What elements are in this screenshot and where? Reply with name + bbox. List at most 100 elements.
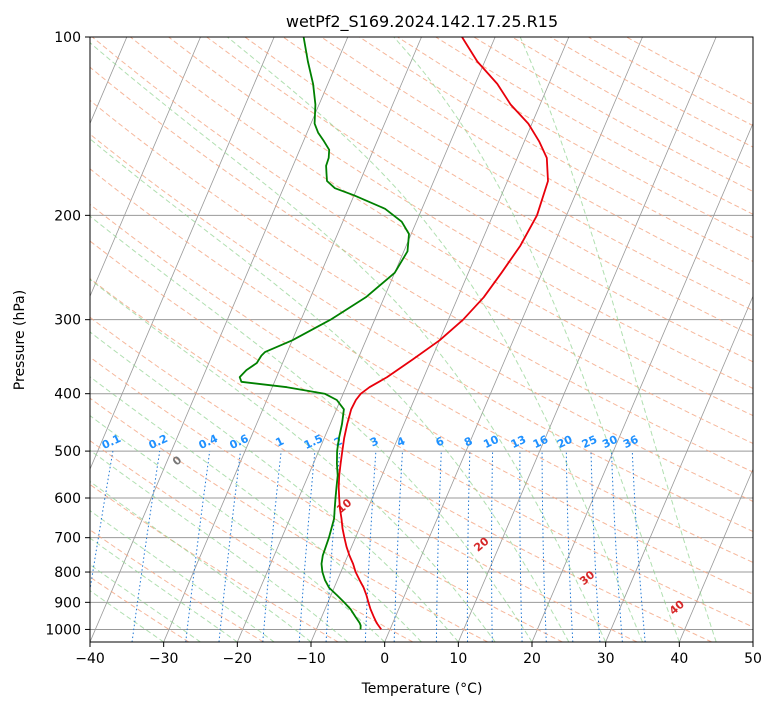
moist-adiabat-line (90, 331, 459, 642)
mixing-ratio-label: 0.1 (100, 432, 123, 452)
dry-adiabat-line (90, 278, 712, 642)
mixing-ratio-line (491, 451, 494, 642)
x-tick-label: −20 (223, 651, 253, 667)
mixing-ratio-label: 20 (555, 433, 575, 451)
moist-adiabat-line (227, 37, 643, 642)
x-tick-label: 30 (597, 651, 615, 667)
mixing-ratio-label: 6 (434, 434, 447, 449)
dry-adiabat-line (90, 66, 753, 473)
mixing-ratio-label: 25 (580, 433, 599, 451)
moist-adiabat-line (90, 215, 533, 642)
mixing-ratio-line (185, 451, 211, 642)
mixing-ratio-line (631, 451, 646, 642)
mixing-ratio-label: 10 (481, 433, 501, 451)
dry-adiabat-line (206, 37, 753, 363)
dry-adiabat-line (90, 316, 638, 642)
y-tick-label: 800 (54, 565, 81, 581)
sounding-profiles (238, 37, 549, 630)
isotherm-line (384, 37, 643, 642)
y-tick-label: 700 (54, 531, 81, 547)
moist-adiabat-line (90, 564, 201, 642)
x-tick-label: 50 (744, 651, 762, 667)
mixing-ratio-line (262, 451, 282, 642)
mixing-ratio-label: 13 (509, 433, 528, 451)
isotherm-line (90, 37, 275, 471)
dry-adiabat-line (91, 37, 753, 445)
x-tick-label: 40 (670, 651, 688, 667)
isotherm-line (605, 295, 753, 642)
x-tick-label: 0 (380, 651, 389, 667)
axis-ticks: −40 −30 −20 −10 0 10 20 30 40 5010020030040050060… (45, 30, 762, 667)
dry-adiabat-line (588, 37, 753, 127)
moist-adiabat-label: 30 (577, 568, 597, 588)
moist-adiabat-line (90, 278, 496, 642)
dry-adiabat-line (282, 37, 753, 312)
y-tick-label: 300 (54, 313, 81, 329)
mixing-ratio-line (90, 451, 114, 593)
isotherm-line (90, 37, 349, 642)
isotherm-line (90, 37, 201, 298)
mixing-ratio-label: 8 (462, 434, 474, 449)
mixing-ratio-line (565, 451, 574, 642)
isotherm-line (678, 468, 753, 642)
dry-adiabat-line (244, 37, 753, 337)
dry-adiabat-line (90, 240, 753, 628)
mixing-ratio-line (298, 451, 316, 642)
mixing-ratio-label: 3 (368, 434, 380, 449)
x-tick-label: −10 (296, 651, 326, 667)
y-tick-label: 600 (54, 491, 81, 507)
mixing-ratio-line (218, 451, 241, 642)
x-tick-label: −30 (149, 651, 179, 667)
moist-adiabat-line (90, 537, 238, 642)
y-axis-label: Pressure (hPa) (12, 290, 28, 390)
dry-adiabat-line (90, 356, 563, 642)
dry-adiabat-line (511, 37, 753, 170)
moist-adiabat-label: 40 (667, 597, 687, 617)
isotherm-line (236, 37, 496, 642)
moist-adiabat-line (90, 509, 275, 642)
x-axis-label: Temperature (°C) (361, 681, 483, 697)
y-tick-label: 1000 (45, 622, 81, 638)
mixing-ratio-label: 4 (395, 434, 408, 449)
moist-adiabat-label: 10 (334, 496, 354, 516)
mixing-ratio-label: 0.2 (147, 432, 170, 452)
mixing-ratio-label: 0.6 (227, 432, 250, 452)
line-labels: −100−90−80−70−60−50−40−30−20−100.10.20.4… (100, 432, 687, 618)
moist-adiabat-label: 0 (170, 453, 184, 468)
y-tick-label: 500 (54, 444, 81, 460)
chart-title: wetPf2_S169.2024.142.17.25.R15 (286, 12, 558, 32)
x-tick-label: 20 (523, 651, 541, 667)
isotherm-line (457, 37, 717, 642)
y-tick-label: 200 (54, 208, 81, 224)
isotherm-line (531, 122, 753, 642)
dry-adiabat-line (549, 37, 753, 148)
mixing-ratio-line (435, 451, 442, 642)
x-tick-label: 10 (449, 651, 467, 667)
mixing-ratio-line (590, 451, 601, 642)
moist-adiabat-line (519, 37, 717, 642)
mixing-ratio-label: 1 (273, 434, 285, 449)
moist-adiabat-line (90, 415, 386, 642)
x-tick-label: −40 (75, 651, 105, 667)
y-tick-label: 900 (54, 595, 81, 611)
dry-adiabat-line (90, 576, 190, 642)
background-lines (90, 37, 753, 642)
mixing-ratio-label: 1.5 (302, 432, 325, 452)
mixing-ratio-line (466, 451, 471, 642)
mixing-ratio-label: 36 (621, 433, 641, 451)
dry-adiabat-line (90, 99, 753, 502)
moist-adiabat-line (90, 449, 349, 642)
dry-adiabat-line (90, 440, 414, 642)
mixing-ratio-label: 30 (600, 433, 620, 451)
moist-adiabat-line (90, 589, 164, 642)
dry-adiabat-line (90, 168, 753, 563)
mixing-ratio-label: 16 (531, 433, 551, 451)
dry-adiabat-line (90, 483, 339, 642)
y-tick-label: 100 (54, 30, 81, 46)
mixing-ratio-line (131, 451, 161, 642)
isotherm-line (752, 640, 753, 642)
dry-adiabat-line (168, 37, 753, 389)
temperature-profile-line (337, 37, 549, 630)
moist-adiabat-line (393, 37, 680, 642)
